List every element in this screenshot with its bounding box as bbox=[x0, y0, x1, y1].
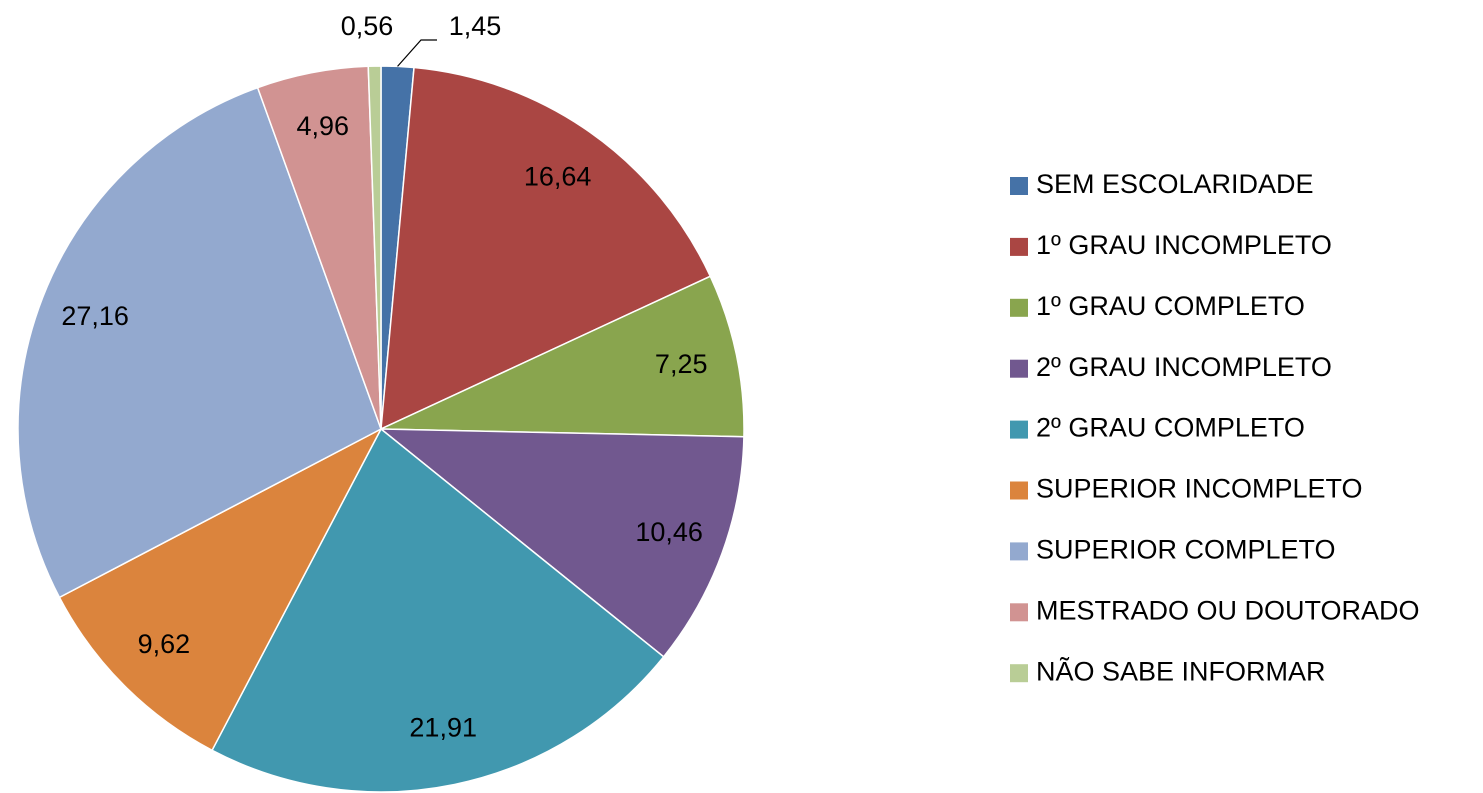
data-label: 4,96 bbox=[296, 111, 349, 141]
legend-swatch bbox=[1010, 603, 1028, 622]
legend-label: NÃO SABE INFORMAR bbox=[1036, 655, 1326, 686]
legend-swatch bbox=[1010, 420, 1028, 439]
legend-label: MESTRADO OU DOUTORADO bbox=[1036, 595, 1420, 625]
legend-swatch bbox=[1010, 481, 1028, 500]
pie-slice bbox=[58, 427, 383, 752]
legend-swatch bbox=[1010, 664, 1028, 683]
pie-slice bbox=[211, 427, 665, 793]
pie-slice bbox=[367, 65, 382, 430]
data-label: 9,62 bbox=[138, 629, 191, 659]
data-label: 10,46 bbox=[635, 517, 703, 547]
legend-swatch bbox=[1010, 542, 1028, 561]
legend-swatch bbox=[1010, 298, 1028, 317]
data-label: 27,16 bbox=[61, 301, 129, 331]
data-label: 21,91 bbox=[409, 712, 477, 742]
pie-slice bbox=[378, 428, 745, 658]
data-label: 16,64 bbox=[524, 161, 592, 191]
legend-label: SUPERIOR INCOMPLETO bbox=[1036, 474, 1363, 504]
leader-line bbox=[397, 39, 437, 67]
legend-swatch bbox=[1010, 177, 1028, 195]
data-label: 1,45 bbox=[449, 11, 502, 41]
legend-label: 1º GRAU COMPLETO bbox=[1036, 291, 1305, 321]
legend-swatch bbox=[1010, 359, 1028, 378]
legend-label: 1º GRAU INCOMPLETO bbox=[1036, 230, 1332, 260]
legend-label: 2º GRAU INCOMPLETO bbox=[1036, 352, 1332, 382]
pie-slice bbox=[17, 86, 382, 599]
pie-slice bbox=[380, 66, 712, 431]
data-label: 0,56 bbox=[341, 11, 394, 41]
legend-swatch bbox=[1010, 237, 1028, 256]
pie-slice bbox=[380, 275, 745, 438]
legend-label: SEM ESCOLARIDADE bbox=[1036, 169, 1314, 199]
legend-label: SUPERIOR COMPLETO bbox=[1036, 535, 1336, 565]
legend-label: 2º GRAU COMPLETO bbox=[1036, 413, 1305, 443]
data-label: 7,25 bbox=[655, 349, 708, 379]
